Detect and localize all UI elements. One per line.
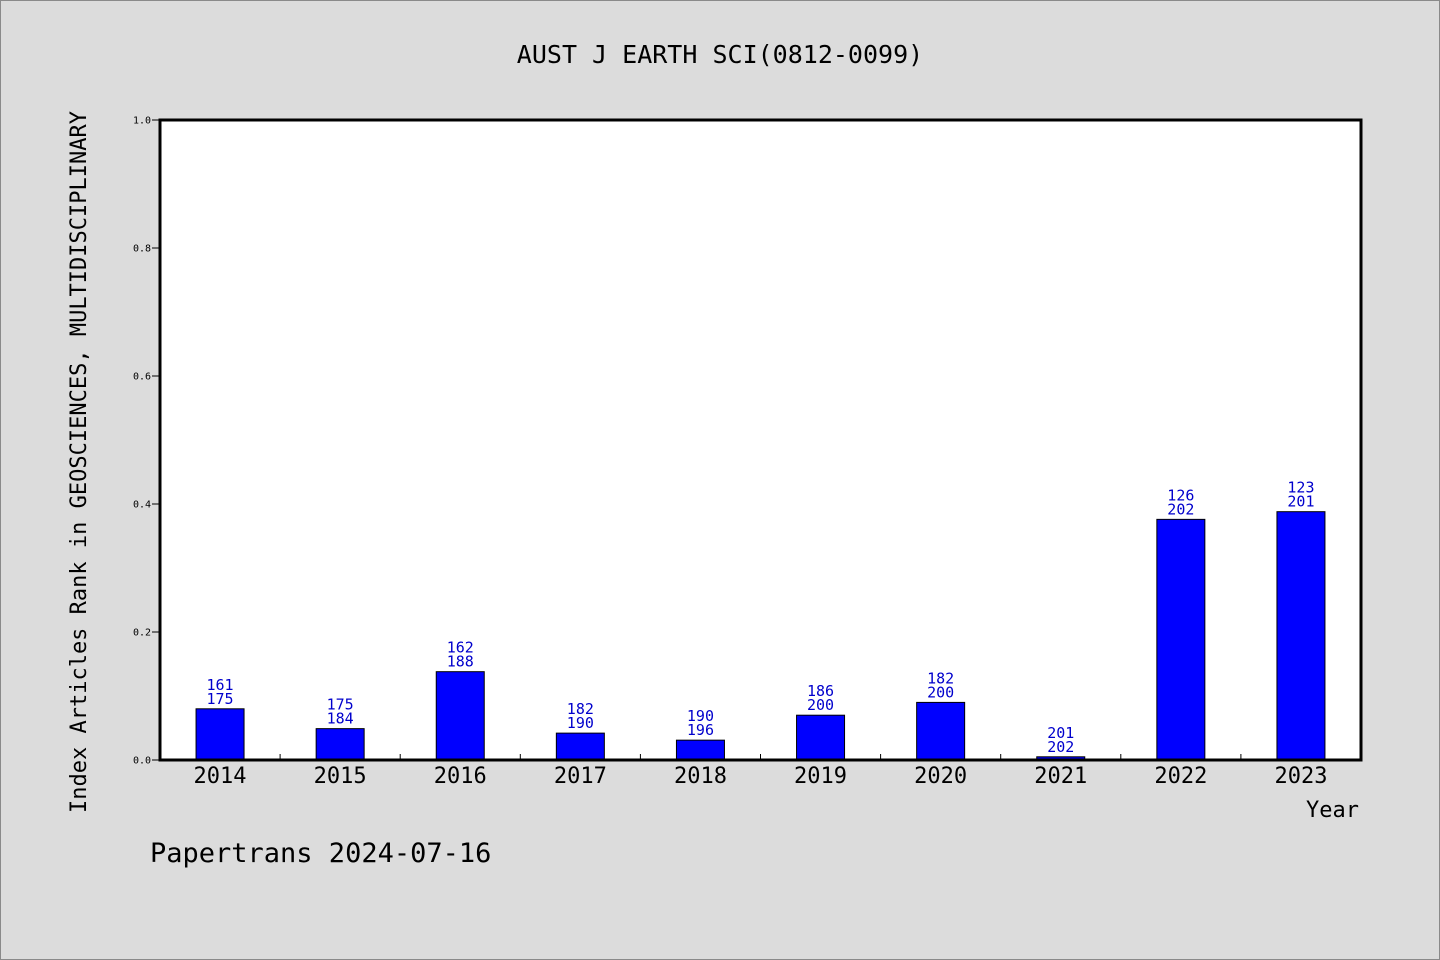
x-tick-label-2022: 2022 <box>1154 764 1207 789</box>
bar-2023 <box>1276 511 1326 761</box>
bar-2014 <box>195 708 245 761</box>
data-label-top-2020: 182 <box>927 669 954 687</box>
data-label-bottom-2016: 188 <box>447 653 474 671</box>
data-label-bottom-2015: 184 <box>327 710 354 728</box>
data-label-bottom-2021: 202 <box>1047 738 1074 756</box>
footer-credit: Papertrans 2024-07-16 <box>150 838 491 869</box>
x-tick-label-2023: 2023 <box>1274 764 1327 789</box>
data-label-top-2022: 126 <box>1167 486 1194 504</box>
data-label-bottom-2019: 200 <box>807 696 834 714</box>
x-tick-label-2020: 2020 <box>914 764 967 789</box>
data-label-bottom-2018: 196 <box>687 721 714 739</box>
data-label-bottom-2022: 202 <box>1167 500 1194 518</box>
bar-2016 <box>435 671 485 761</box>
bar-2022 <box>1156 518 1206 761</box>
data-label-bottom-2017: 190 <box>567 714 594 732</box>
data-label-top-2023: 123 <box>1287 479 1314 497</box>
bar-2019 <box>796 714 846 761</box>
data-label-bottom-2020: 200 <box>927 683 954 701</box>
bar-2018 <box>675 739 725 761</box>
x-tick-label-2021: 2021 <box>1034 764 1087 789</box>
x-tick-label-2015: 2015 <box>314 764 367 789</box>
data-label-top-2018: 190 <box>687 707 714 725</box>
x-tick-label-2019: 2019 <box>794 764 847 789</box>
data-label-bottom-2023: 201 <box>1287 493 1314 511</box>
y-tick-label: 0.2 <box>133 628 151 639</box>
y-axis-label: Index Articles Rank in GEOSCIENCES, MULT… <box>67 111 92 813</box>
bar-2020 <box>916 701 966 761</box>
bar-2015 <box>315 728 365 761</box>
chart-title: AUST J EARTH SCI(0812-0099) <box>517 40 923 69</box>
data-label-top-2014: 161 <box>207 676 234 694</box>
y-tick-label: 0.6 <box>133 372 151 383</box>
data-label-top-2017: 182 <box>567 700 594 718</box>
x-tick-label-2014: 2014 <box>194 764 247 789</box>
data-label-top-2016: 162 <box>447 639 474 657</box>
plot-border <box>158 118 1363 762</box>
y-tick-label: 0.0 <box>133 756 151 767</box>
y-tick-label: 0.8 <box>133 244 151 255</box>
x-axis-label: Year <box>1306 798 1359 823</box>
y-tick-label: 1.0 <box>133 116 151 127</box>
x-tick-label-2016: 2016 <box>434 764 487 789</box>
bar-2017 <box>555 732 605 761</box>
data-label-bottom-2014: 175 <box>207 690 234 708</box>
x-tick-label-2017: 2017 <box>554 764 607 789</box>
x-tick-label-2018: 2018 <box>674 764 727 789</box>
data-label-top-2015: 175 <box>327 696 354 714</box>
data-label-top-2019: 186 <box>807 682 834 700</box>
y-tick-label: 0.4 <box>133 500 151 511</box>
data-label-top-2021: 201 <box>1047 724 1074 742</box>
ticks-layer: 2014 2015 2016 2017 2018 2019 2020 2021 2022 2023… <box>133 116 1328 790</box>
